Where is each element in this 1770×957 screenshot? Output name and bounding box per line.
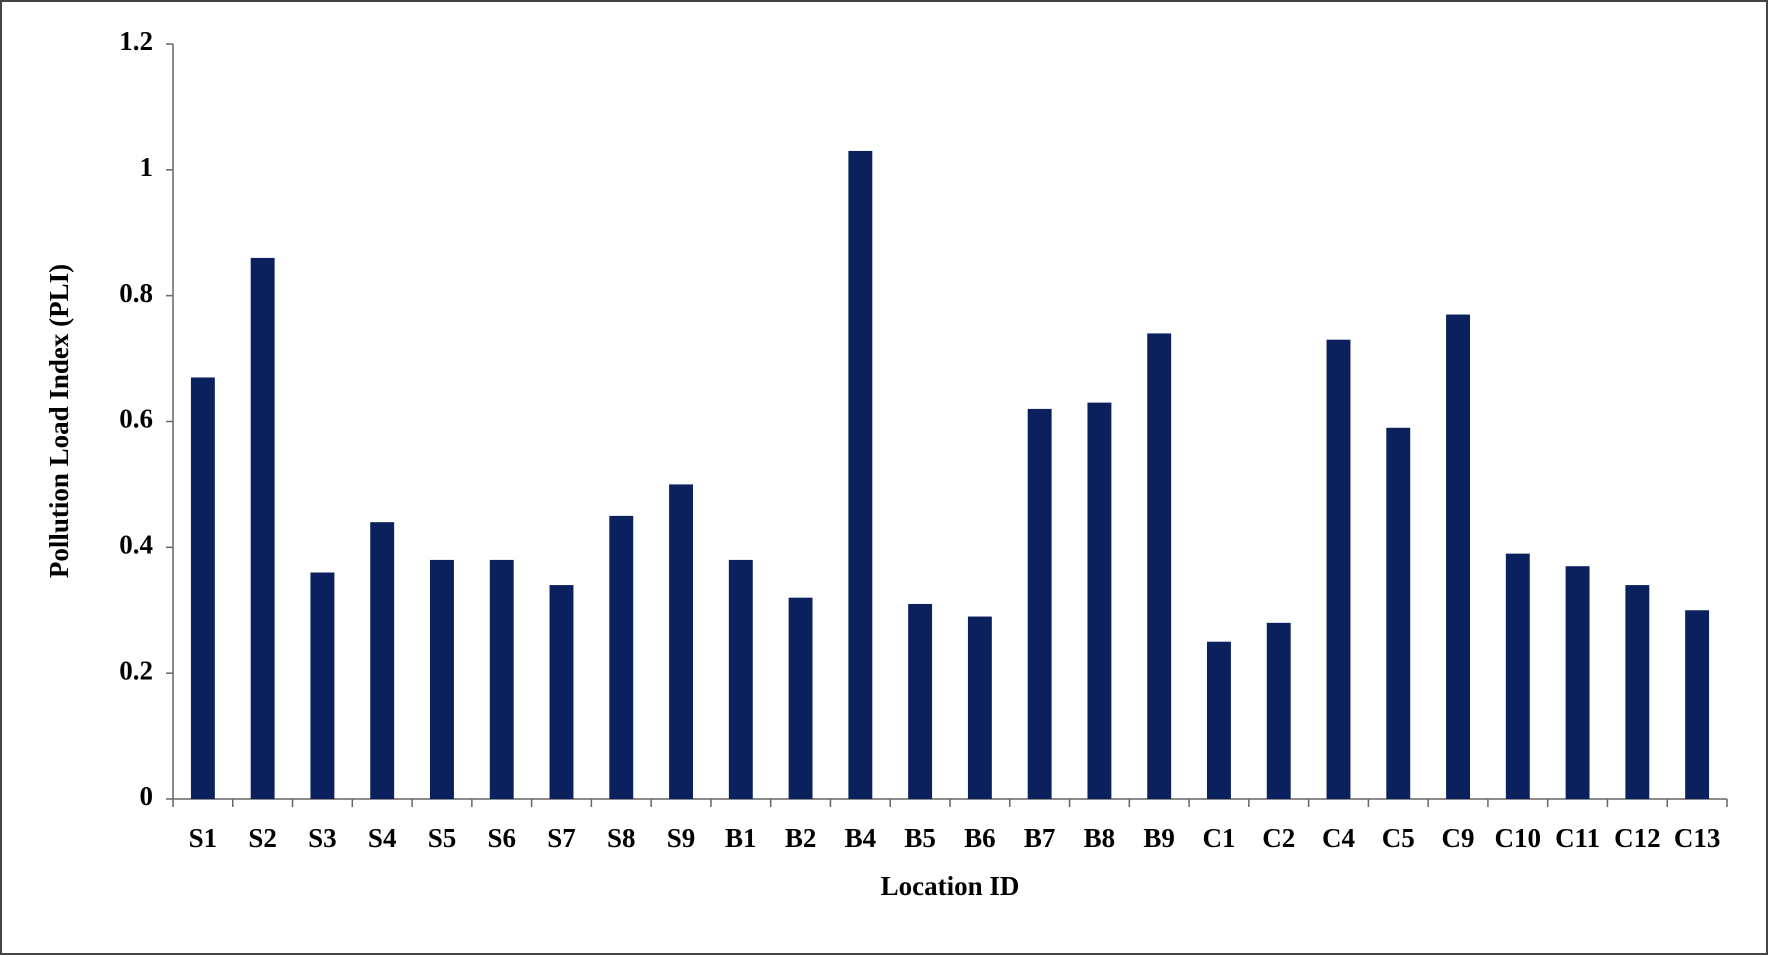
y-tick-label: 0 [140,781,154,811]
y-tick-label: 0.2 [119,655,153,685]
x-tick-label: B2 [785,823,817,853]
bar [1505,553,1530,799]
x-axis-title: Location ID [881,871,1020,901]
bar [310,572,335,799]
bar [1685,610,1710,799]
bar [788,597,813,799]
x-tick-label: S5 [428,823,457,853]
x-tick-label: C5 [1382,823,1415,853]
y-tick-label: 0.8 [119,278,153,308]
x-tick-label: C1 [1202,823,1235,853]
x-tick-label: C9 [1442,823,1475,853]
x-tick-label: C12 [1614,823,1661,853]
x-tick-label: S7 [547,823,576,853]
bar [1565,566,1590,799]
bar [430,559,454,799]
bar [1326,339,1351,799]
x-tick-label: C10 [1495,823,1542,853]
bar [1446,314,1470,799]
bar [1147,333,1172,799]
bar [549,585,574,799]
bar [728,559,753,799]
x-tick-label: S2 [248,823,277,853]
bar [669,484,693,799]
x-tick-label: S6 [487,823,516,853]
x-tick-label: S3 [308,823,337,853]
bar [848,150,873,800]
x-tick-label: C13 [1674,823,1721,853]
bar [609,515,634,799]
x-tick-label: B1 [725,823,757,853]
bar [967,616,992,799]
bar [1207,641,1231,799]
bar [1386,427,1411,799]
y-tick-label: 1 [140,152,154,182]
bar [250,257,275,800]
bar [1266,622,1291,799]
y-tick-label: 0.6 [119,404,153,434]
x-tick-label: B5 [904,823,936,853]
x-tick-label: C2 [1262,823,1295,853]
x-tick-label: B8 [1084,823,1116,853]
bar [1087,402,1112,799]
bar [1027,408,1052,799]
x-tick-label: C11 [1555,823,1600,853]
x-tick-label: S9 [667,823,696,853]
x-tick-label: B9 [1143,823,1175,853]
x-tick-label: S4 [368,823,397,853]
x-tick-label: S8 [607,823,636,853]
y-tick-label: 1.2 [119,26,153,56]
bar [908,603,933,799]
y-axis-title: Pollution Load Index (PLI) [44,264,74,578]
bar [489,559,514,799]
x-tick-label: C4 [1322,823,1355,853]
x-tick-label: B7 [1024,823,1056,853]
y-tick-label: 0.4 [119,530,153,560]
x-tick-label: S1 [189,823,218,853]
x-tick-label: B4 [845,823,877,853]
x-tick-label: B6 [964,823,996,853]
bar [190,377,215,799]
bar [370,522,395,799]
bar [1625,585,1650,799]
